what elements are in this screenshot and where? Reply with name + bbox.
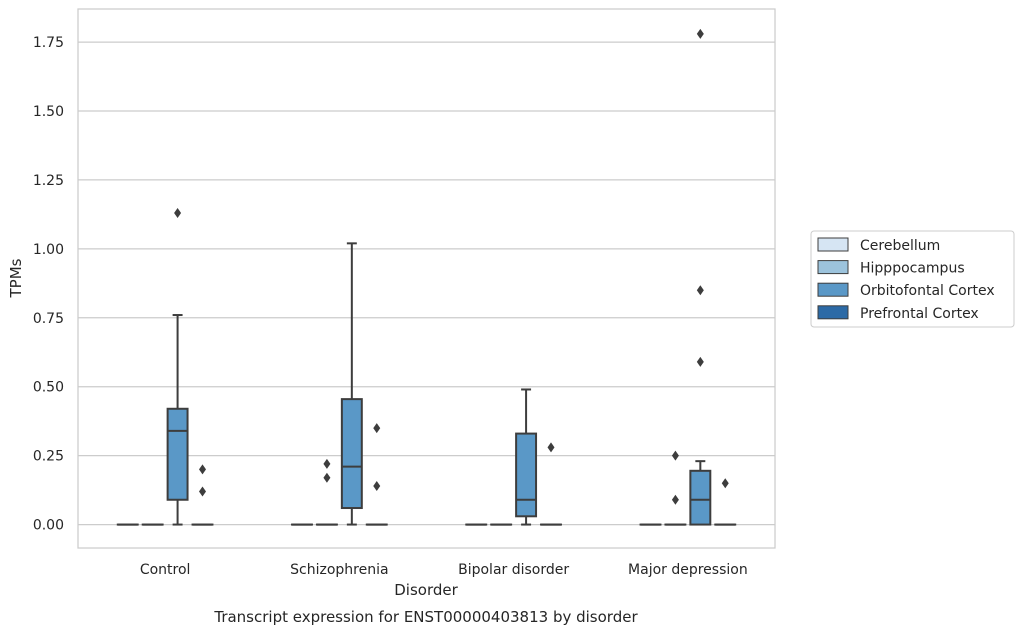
box-1-2 [340,242,363,526]
box-3-1 [664,450,687,526]
outlier-point [199,486,207,497]
box-iqr [515,432,538,518]
outlier-point [323,472,331,483]
outlier-point [696,285,704,296]
box-iqr [689,469,712,526]
legend: Cerebellum Hipppocampus Orbitofontal Corte… [810,230,1015,328]
legend-swatch [817,237,849,252]
legend-swatch [817,260,849,275]
legend-swatch [817,305,849,320]
y-tick-label: 0.25 [33,449,64,465]
y-tick-label: 1.50 [33,104,64,120]
x-axis-ticks: Control Schizophrenia Bipolar disorder Majo… [140,562,748,578]
outlier-point [547,442,555,453]
box-3-3 [714,478,737,526]
outlier-point [671,494,679,505]
legend-label: Prefrontal Cortex [860,306,979,322]
box-2-2 [515,388,538,526]
outlier-point [696,356,704,367]
legend-label: Hipppocampus [860,261,965,277]
box-0-3 [191,464,214,526]
plot-area [78,9,775,548]
y-tick-label: 0.00 [33,518,64,534]
outlier-point [721,478,729,489]
legend-label: Orbitofontal Cortex [860,283,995,299]
x-tick-label: Schizophrenia [290,562,388,578]
box-0-2 [166,208,189,526]
outlier-point [373,423,381,434]
box-groups [116,28,737,526]
x-tick-label: Bipolar disorder [458,562,569,578]
box-1-1 [315,458,338,526]
y-tick-label: 1.75 [33,35,64,51]
y-tick-label: 0.75 [33,311,64,327]
box-3-2 [689,28,712,526]
outlier-point [199,464,207,475]
x-tick-label: Control [140,562,191,578]
box-iqr [166,407,189,501]
legend-frame [810,230,1015,328]
box-iqr [340,398,363,510]
plot-frame [77,8,776,549]
box-2-3 [540,442,562,526]
y-axis-label: TPMs [7,258,25,298]
outlier-point [671,450,679,461]
y-axis-ticks: 0.00 0.25 0.50 0.75 1.00 1.25 1.50 1.75 [33,35,64,533]
gridlines [78,41,775,526]
y-tick-label: 0.50 [33,380,64,396]
box-1-3 [365,423,388,526]
outlier-point [696,28,704,39]
legend-label: Cerebellum [860,238,940,254]
y-tick-label: 1.25 [33,173,64,189]
chart-caption: Transcript expression for ENST0000040381… [213,608,638,626]
x-tick-label: Major depression [628,562,748,578]
outlier-point [373,480,381,491]
outlier-point [323,458,331,469]
outlier-point [174,208,182,219]
x-axis-label: Disorder [394,581,458,599]
y-tick-label: 1.00 [33,242,64,258]
legend-swatch [817,282,849,297]
